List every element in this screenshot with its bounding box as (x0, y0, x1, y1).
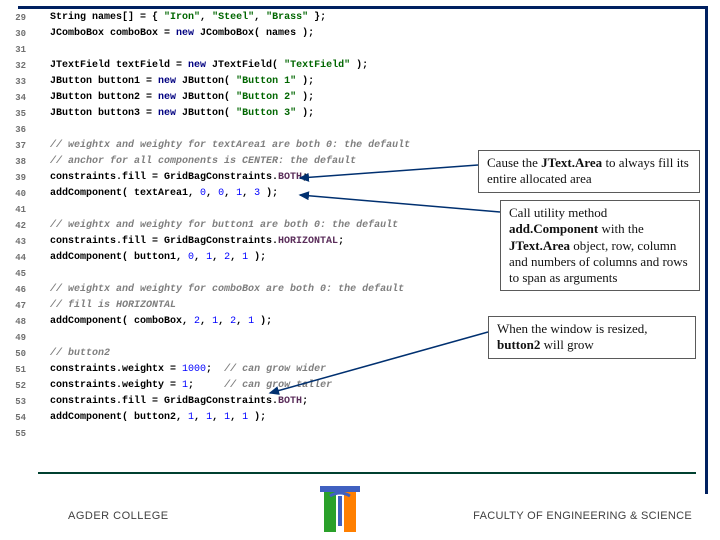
code-content: constraints.fill = GridBagConstraints.HO… (32, 234, 520, 250)
code-content: // weightx and weighty for button1 are b… (32, 218, 520, 234)
code-line: 39 constraints.fill = GridBagConstraints… (0, 170, 520, 186)
gutter-number: 38 (0, 154, 32, 170)
gutter-number: 55 (0, 426, 32, 442)
code-line: 54 addComponent( button2, 1, 1, 1, 1 ); (0, 410, 520, 426)
code-line: 50 // button2 (0, 346, 520, 362)
gutter-number: 36 (0, 122, 32, 138)
code-line: 53 constraints.fill = GridBagConstraints… (0, 394, 520, 410)
code-line: 47 // fill is HORIZONTAL (0, 298, 520, 314)
code-line: 55 (0, 426, 520, 442)
code-content: JTextField textField = new JTextField( "… (32, 58, 520, 74)
gutter-number: 50 (0, 346, 32, 362)
code-content: // anchor for all components is CENTER: … (32, 154, 520, 170)
code-line: 38 // anchor for all components is CENTE… (0, 154, 520, 170)
code-content: // weightx and weighty for textArea1 are… (32, 138, 520, 154)
code-line: 46 // weightx and weighty for comboBox a… (0, 282, 520, 298)
college-logo (320, 486, 360, 534)
code-line: 48 addComponent( comboBox, 2, 1, 2, 1 ); (0, 314, 520, 330)
code-line: 44 addComponent( button1, 0, 1, 2, 1 ); (0, 250, 520, 266)
gutter-number: 35 (0, 106, 32, 122)
code-line: 33 JButton button1 = new JButton( "Butto… (0, 74, 520, 90)
code-content: // weightx and weighty for comboBox are … (32, 282, 520, 298)
gutter-number: 49 (0, 330, 32, 346)
code-content: JButton button2 = new JButton( "Button 2… (32, 90, 520, 106)
gutter-number: 44 (0, 250, 32, 266)
gutter-number: 29 (0, 10, 32, 26)
code-line: 36 (0, 122, 520, 138)
code-line: 37 // weightx and weighty for textArea1 … (0, 138, 520, 154)
code-line: 30 JComboBox comboBox = new JComboBox( n… (0, 26, 520, 42)
code-line: 34 JButton button2 = new JButton( "Butto… (0, 90, 520, 106)
gutter-number: 42 (0, 218, 32, 234)
code-content: addComponent( button2, 1, 1, 1, 1 ); (32, 410, 520, 426)
code-content: addComponent( textArea1, 0, 0, 1, 3 ); (32, 186, 520, 202)
code-content: addComponent( comboBox, 2, 1, 2, 1 ); (32, 314, 520, 330)
annotation-callout: When the window is resized, button2 will… (488, 316, 696, 359)
code-content: constraints.weightx = 1000; // can grow … (32, 362, 520, 378)
gutter-number: 47 (0, 298, 32, 314)
code-content: constraints.fill = GridBagConstraints.BO… (32, 394, 520, 410)
code-line: 49 (0, 330, 520, 346)
code-content: String names[] = { "Iron", "Steel", "Bra… (32, 10, 520, 26)
annotation-callout: Cause the JText.Area to always fill its … (478, 150, 700, 193)
code-content: JButton button1 = new JButton( "Button 1… (32, 74, 520, 90)
code-line: 45 (0, 266, 520, 282)
code-content: addComponent( button1, 0, 1, 2, 1 ); (32, 250, 520, 266)
gutter-number: 52 (0, 378, 32, 394)
code-content: constraints.fill = GridBagConstraints.BO… (32, 170, 520, 186)
gutter-number: 48 (0, 314, 32, 330)
gutter-number: 37 (0, 138, 32, 154)
gutter-number: 46 (0, 282, 32, 298)
gutter-number: 53 (0, 394, 32, 410)
gutter-number: 41 (0, 202, 32, 218)
code-content: // button2 (32, 346, 520, 362)
gutter-number: 32 (0, 58, 32, 74)
gutter-number: 39 (0, 170, 32, 186)
code-line: 29 String names[] = { "Iron", "Steel", "… (0, 10, 520, 26)
footer-left-text: AGDER COLLEGE (68, 510, 169, 522)
code-line: 40 addComponent( textArea1, 0, 0, 1, 3 )… (0, 186, 520, 202)
gutter-number: 30 (0, 26, 32, 42)
code-line: 35 JButton button3 = new JButton( "Butto… (0, 106, 520, 122)
code-content: JButton button3 = new JButton( "Button 3… (32, 106, 520, 122)
code-content: // fill is HORIZONTAL (32, 298, 520, 314)
footer-divider (38, 472, 696, 474)
code-line: 43 constraints.fill = GridBagConstraints… (0, 234, 520, 250)
code-content: JComboBox comboBox = new JComboBox( name… (32, 26, 520, 42)
gutter-number: 43 (0, 234, 32, 250)
gutter-number: 34 (0, 90, 32, 106)
footer-right-text: FACULTY OF ENGINEERING & SCIENCE (473, 510, 692, 522)
gutter-number: 51 (0, 362, 32, 378)
code-line: 31 (0, 42, 520, 58)
code-line: 41 (0, 202, 520, 218)
code-line: 42 // weightx and weighty for button1 ar… (0, 218, 520, 234)
gutter-number: 54 (0, 410, 32, 426)
code-content: constraints.weighty = 1; // can grow tal… (32, 378, 520, 394)
code-block: 29 String names[] = { "Iron", "Steel", "… (0, 10, 520, 442)
code-line: 51 constraints.weightx = 1000; // can gr… (0, 362, 520, 378)
gutter-number: 45 (0, 266, 32, 282)
annotation-callout: Call utility method add.Component with t… (500, 200, 700, 291)
gutter-number: 33 (0, 74, 32, 90)
code-line: 32 JTextField textField = new JTextField… (0, 58, 520, 74)
gutter-number: 40 (0, 186, 32, 202)
gutter-number: 31 (0, 42, 32, 58)
code-line: 52 constraints.weighty = 1; // can grow … (0, 378, 520, 394)
